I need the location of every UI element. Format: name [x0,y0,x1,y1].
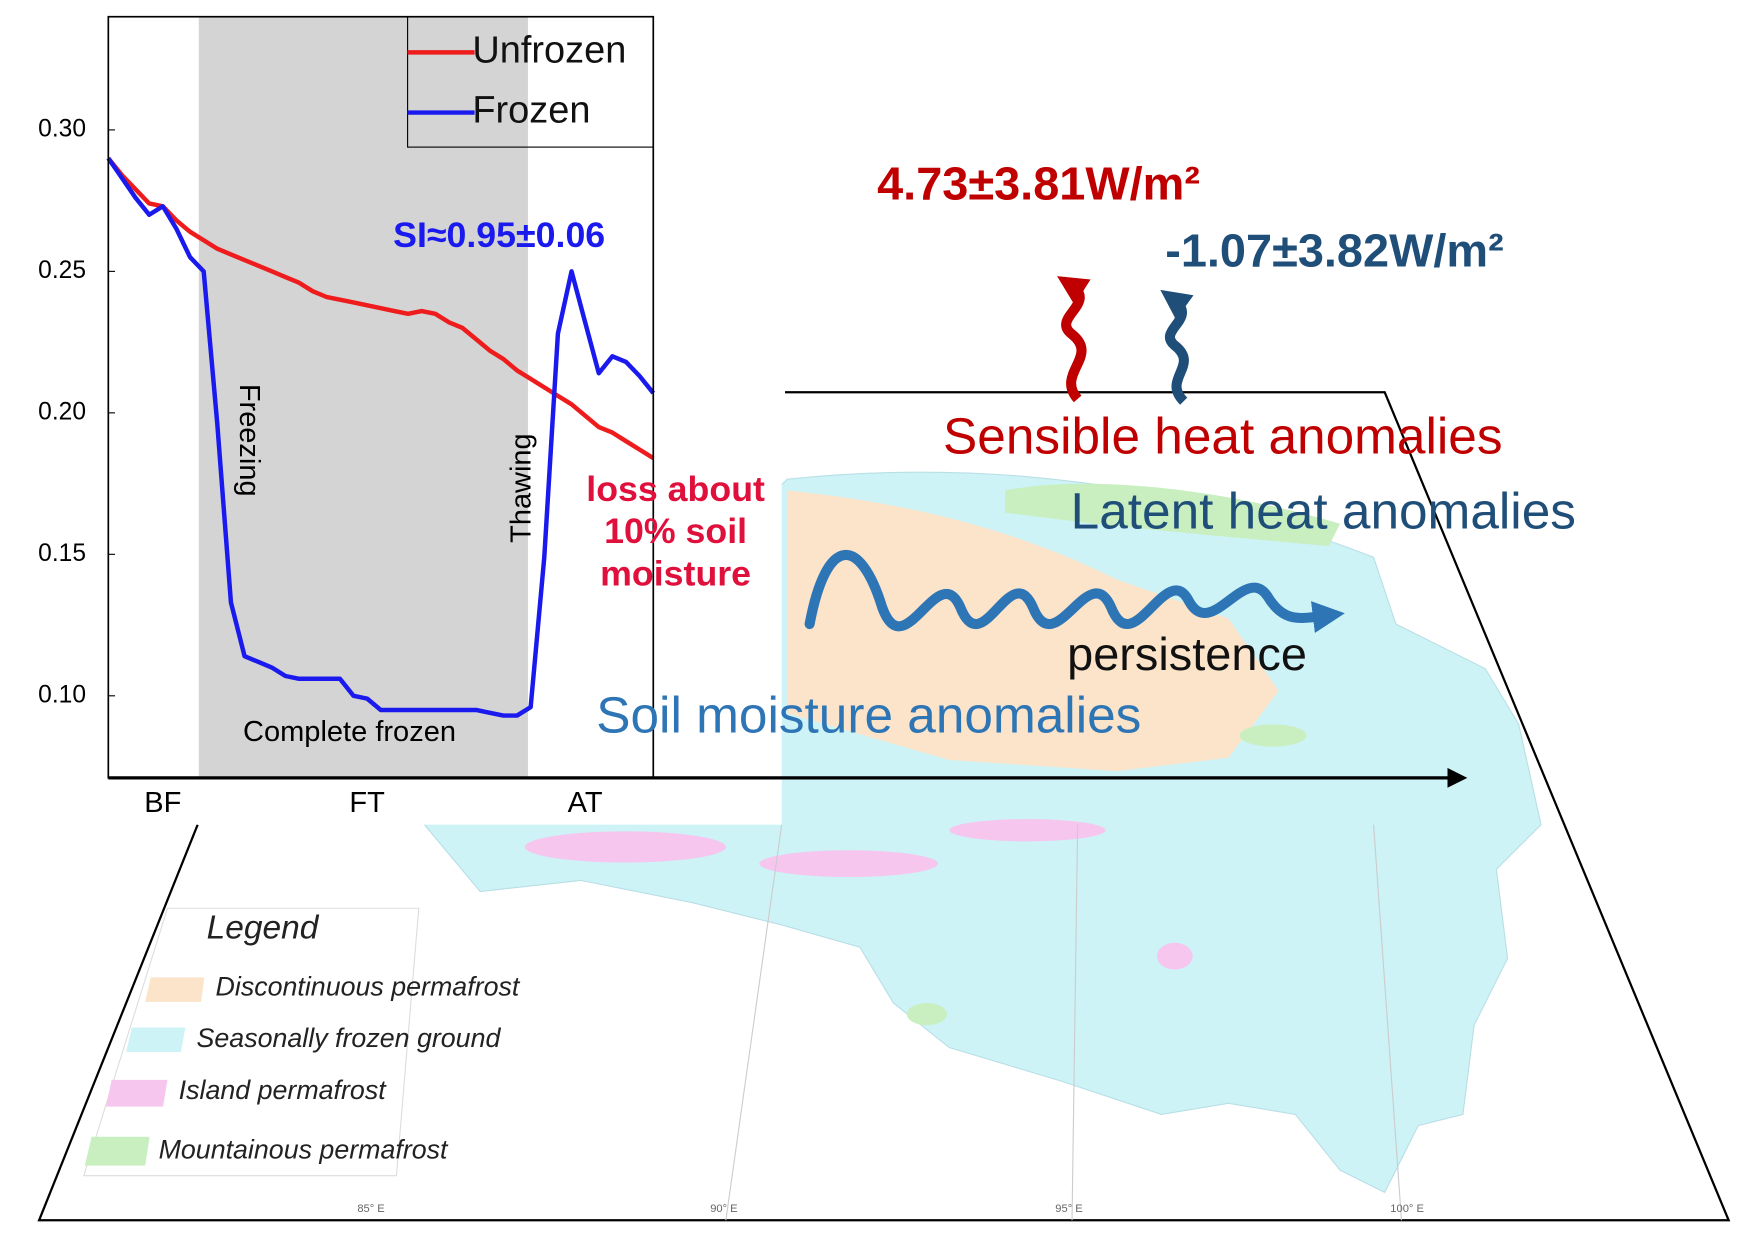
map-legend-item: Mountainous permafrost [159,1134,449,1164]
mountain-region [906,1002,947,1026]
y-tick-label: 0.20 [38,398,86,425]
legend-swatch [106,1079,168,1107]
loss-label: loss about [586,469,765,509]
loss-label: 10% soil [604,511,747,551]
freezing-label: Freezing [233,384,265,497]
map-legend-item: Seasonally frozen ground [197,1023,502,1053]
x-tick-label: BF [144,787,181,819]
island-region [1156,942,1193,970]
y-tick-label: 0.25 [38,257,86,284]
legend-swatch [126,1027,186,1053]
latent-value: -1.07±3.82W/m² [1165,224,1503,276]
si-label: SI≈0.95±0.06 [393,215,605,255]
series-line [106,156,656,718]
legend-label: Frozen [472,90,590,132]
thawing-label: Thawing [505,433,537,543]
x-tick-label: AT [568,787,603,819]
legend-swatch [84,1136,150,1166]
line-chart: 0.10 0.15 0.20 0.25 0.30 BF FT AT Unfrozen Frozen… [38,15,765,819]
persistence-arrow [804,550,1345,634]
map-meridian [1372,824,1403,1221]
legend-box [407,16,654,148]
map-meridian [1071,824,1079,1221]
persistence-label: persistence [1067,628,1307,680]
y-tick-label: 0.10 [38,681,86,708]
y-tick-label: 0.15 [38,540,86,567]
legend-swatch [145,977,205,1002]
latent-arrow [1160,289,1194,405]
sensible-label: Sensible heat anomalies [943,408,1503,465]
soil-moisture-label: Soil moisture anomalies [596,686,1141,743]
map-legend-item: Discontinuous permafrost [216,972,521,1002]
series-line [106,156,655,461]
lon-labels: 85° E 90° E 95° E 100° E [357,1203,1424,1215]
legend-label: Unfrozen [472,29,626,71]
freeze-period [198,16,528,778]
lon-label: 100° E [1390,1203,1424,1215]
map-legend-title: Legend [207,909,320,946]
latent-label: Latent heat anomalies [1071,482,1576,539]
lon-label: 85° E [357,1203,384,1215]
island-region [524,831,726,863]
map-legend-item: Island permafrost [179,1075,388,1105]
sensible-value: 4.73±3.81W/m² [877,158,1200,210]
map-legend: Legend Discontinuous permafrost Seasonal… [84,909,521,1166]
map-meridian [725,824,783,1221]
x-tick-label: FT [349,787,385,819]
island-region [949,819,1106,842]
sensible-arrow [1057,276,1091,403]
mountain-region [1005,483,1341,547]
map-frame [37,391,1731,1222]
lon-label: 95° E [1055,1203,1082,1215]
island-region [759,850,939,878]
discontinuous-region [787,490,1279,772]
mountain-region [1239,724,1307,747]
complete-frozen-label: Complete frozen [243,716,456,748]
loss-label: moisture [600,554,751,594]
lon-label: 90° E [710,1203,737,1215]
y-tick-label: 0.30 [38,115,86,142]
